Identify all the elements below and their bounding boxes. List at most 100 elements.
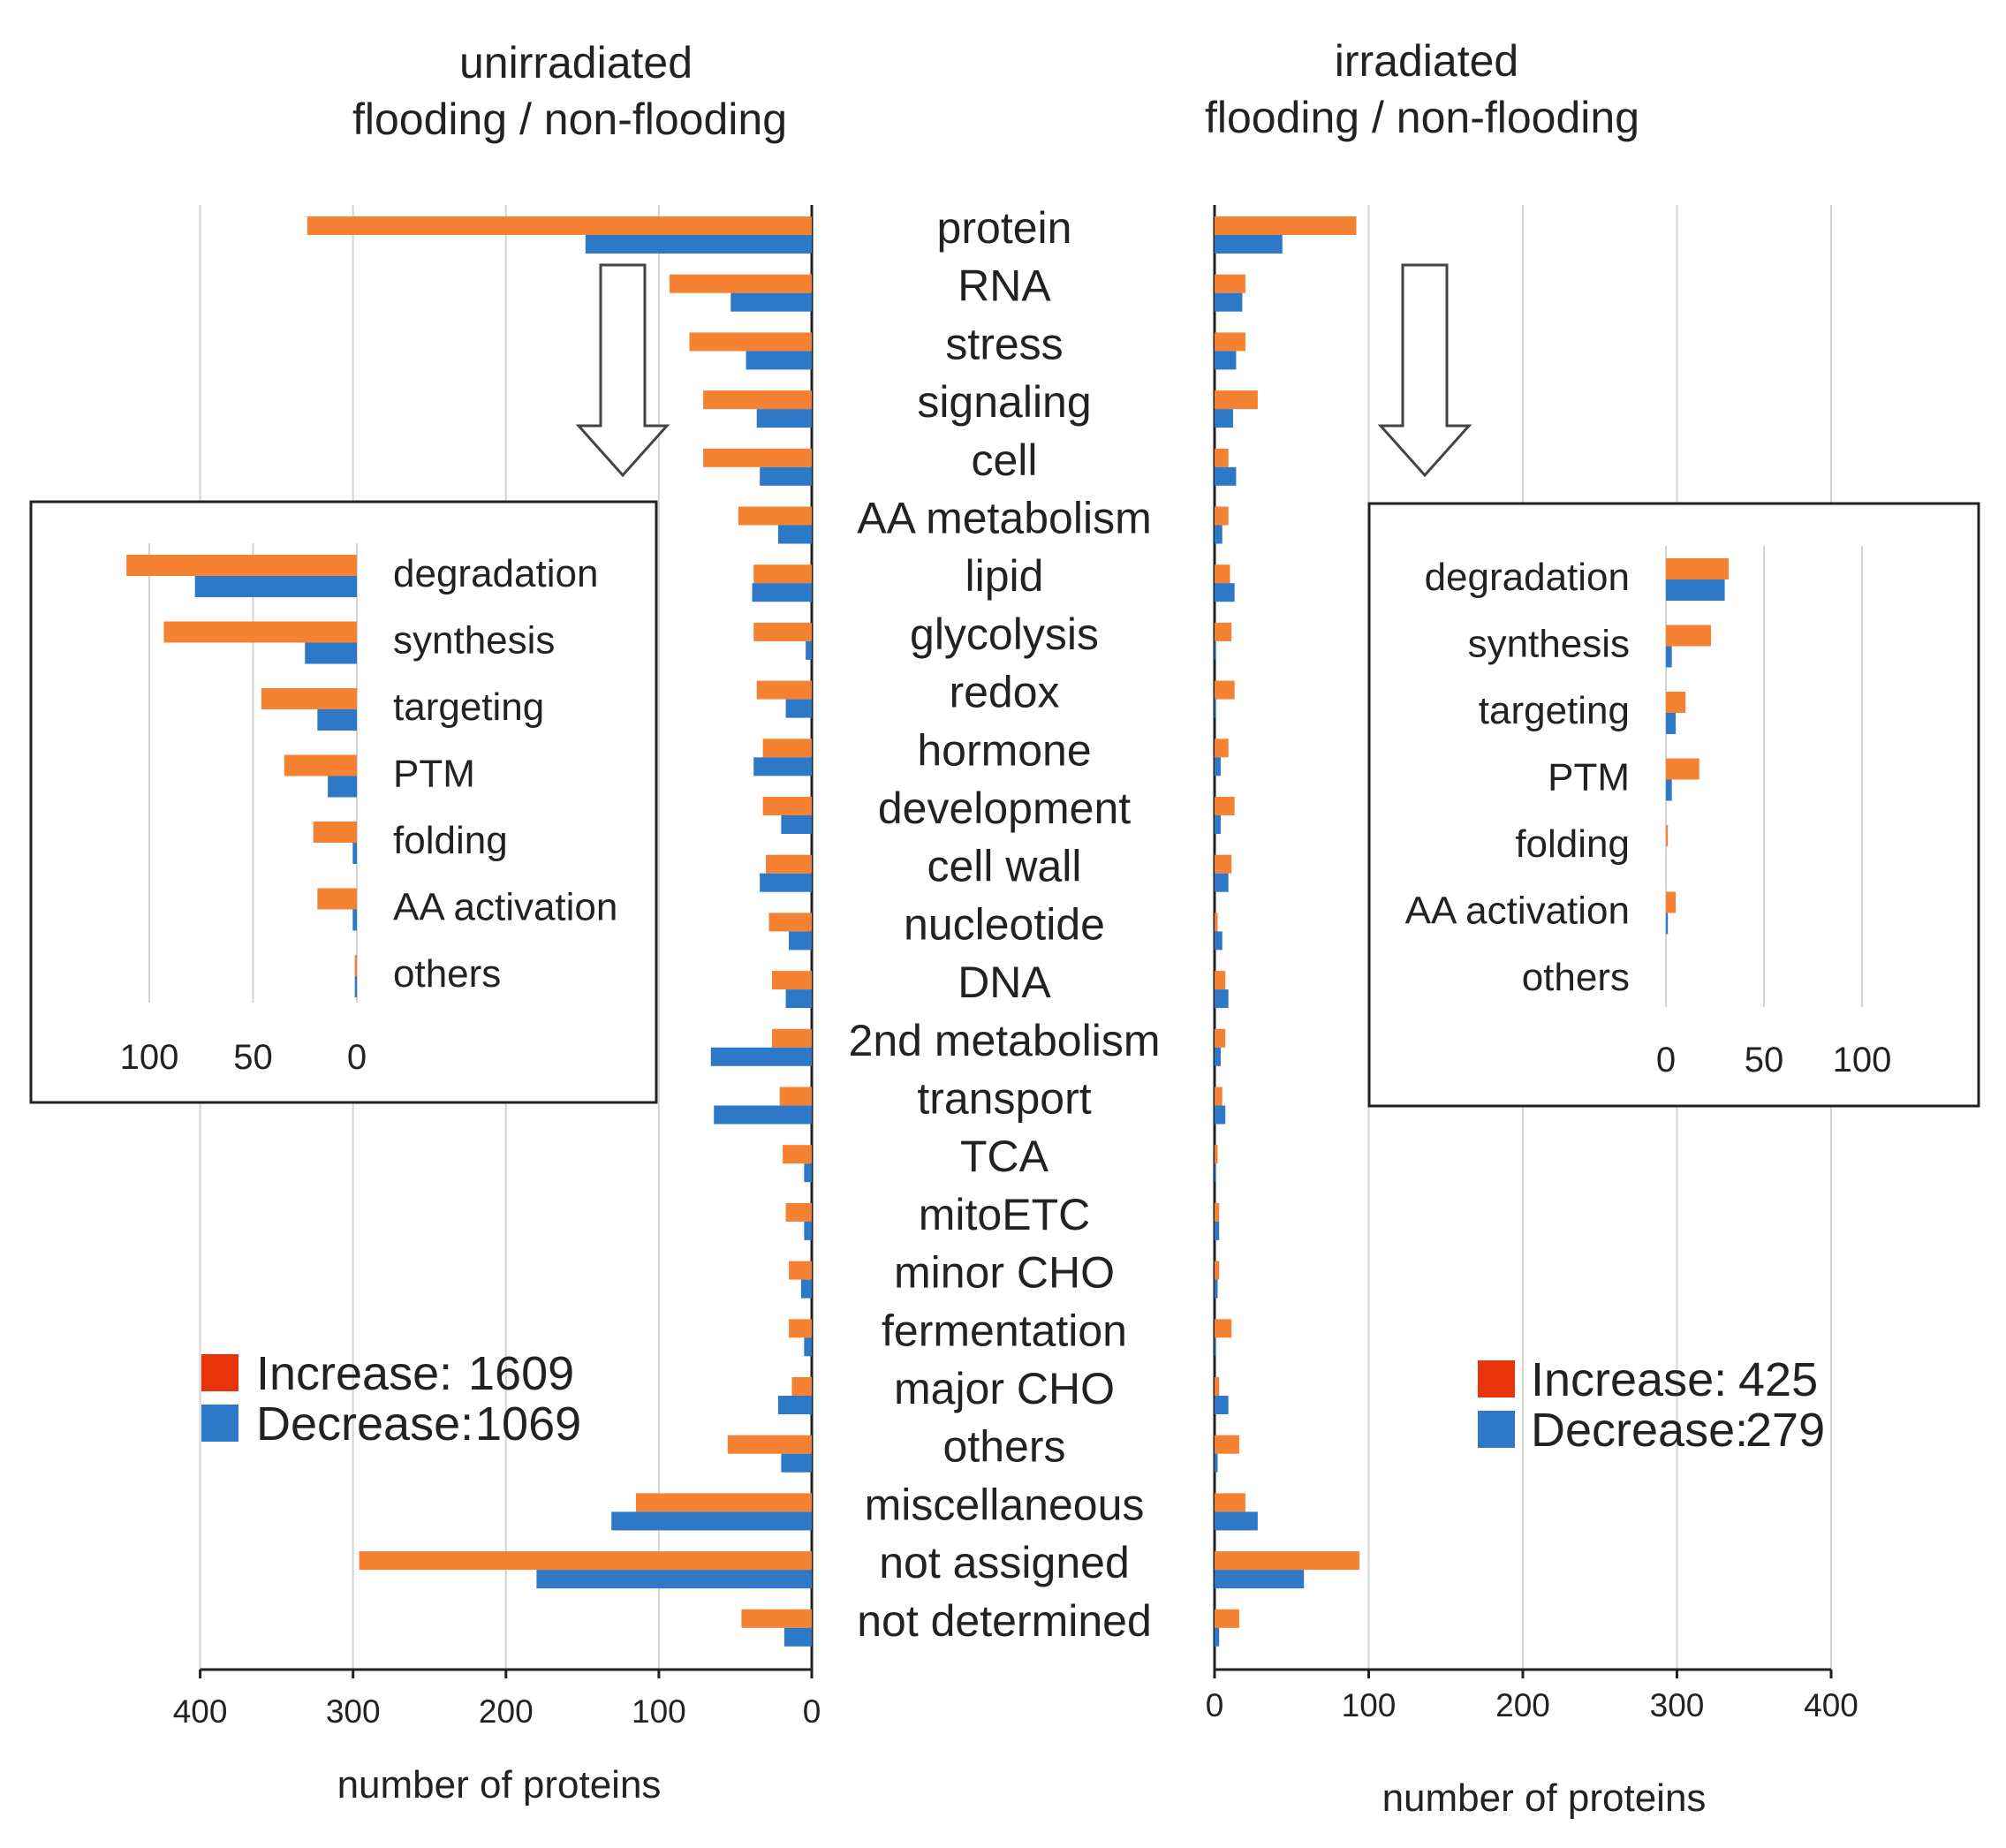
- right-bar-increase: [1215, 1087, 1223, 1106]
- left-bar-increase: [791, 1377, 812, 1396]
- left-inset-category-label: PTM: [393, 753, 475, 796]
- left-bar-decrease: [806, 640, 812, 660]
- right-inset-bar-decrease: [1666, 579, 1725, 601]
- category-label: hormone: [917, 725, 1091, 775]
- right-bar-increase: [1215, 448, 1229, 467]
- left-title-line2: flooding / non-flooding: [352, 95, 787, 144]
- left-bar-decrease: [714, 1105, 812, 1125]
- right-bar-decrease: [1215, 525, 1223, 544]
- right-bar-decrease: [1215, 1221, 1220, 1240]
- right-inset-tick-label: 50: [1745, 1041, 1784, 1079]
- left-inset-category-label: degradation: [393, 552, 598, 595]
- left-bar-increase: [689, 332, 812, 352]
- left-x-tick-label: 200: [479, 1693, 534, 1730]
- right-x-tick-label: 400: [1804, 1687, 1858, 1723]
- left-bar-decrease: [800, 1279, 812, 1299]
- left-bar-decrease: [789, 931, 812, 951]
- category-label: transport: [917, 1074, 1091, 1124]
- right-inset-bar-increase: [1666, 625, 1712, 647]
- category-label: others: [943, 1422, 1066, 1472]
- right-bar-decrease: [1215, 466, 1237, 486]
- right-bar-increase: [1215, 1202, 1220, 1222]
- category-label: nucleotide: [904, 899, 1105, 949]
- left-bar-increase: [771, 1028, 812, 1048]
- right-bar-increase: [1215, 1609, 1239, 1628]
- right-bar-decrease: [1215, 292, 1243, 312]
- left-inset-bar-decrease: [354, 976, 357, 997]
- left-bar-increase: [785, 1202, 812, 1222]
- left-inset-box: [29, 500, 658, 1104]
- right-title-line1: irradiated: [1335, 36, 1518, 86]
- left-inset-bar-increase: [313, 822, 357, 843]
- right-legend-decrease-label: Decrease:: [1531, 1404, 1748, 1457]
- right-legend-increase-swatch: [1478, 1360, 1515, 1397]
- left-inset-bar-increase: [261, 688, 357, 709]
- right-inset-category-label: PTM: [1548, 756, 1630, 799]
- left-bar-increase: [738, 506, 812, 526]
- category-label: DNA: [958, 958, 1051, 1007]
- left-bar-decrease: [611, 1511, 812, 1531]
- category-label: not assigned: [879, 1538, 1130, 1587]
- left-bar-decrease: [536, 1570, 812, 1589]
- left-bar-increase: [753, 622, 812, 641]
- left-bar-increase: [703, 448, 812, 467]
- right-bar-increase: [1215, 680, 1235, 700]
- left-inset-bar-decrease: [305, 642, 357, 664]
- left-x-tick-label: 100: [632, 1693, 686, 1730]
- left-bar-increase: [762, 797, 812, 815]
- left-inset-bar-increase: [317, 888, 357, 910]
- left-inset-category-label: synthesis: [393, 619, 555, 663]
- left-bar-decrease: [752, 583, 812, 602]
- right-inset-category-label: others: [1522, 956, 1630, 999]
- left-down-arrow-icon: [575, 263, 670, 478]
- left-bar-increase: [670, 274, 812, 293]
- right-bar-increase: [1215, 1028, 1226, 1048]
- left-bar-increase: [783, 1145, 812, 1164]
- left-inset-tick-label: 50: [233, 1038, 273, 1077]
- left-bar-decrease: [730, 292, 812, 312]
- left-bar-increase: [635, 1493, 812, 1512]
- left-legend-increase-total: 1609: [468, 1347, 574, 1400]
- right-legend-decrease-swatch: [1478, 1411, 1515, 1448]
- left-inset-bar-decrease: [194, 576, 357, 597]
- left-inset-bar-decrease: [352, 909, 357, 931]
- category-label: stress: [945, 319, 1063, 368]
- left-bar-increase: [766, 854, 812, 874]
- category-label: mitoETC: [919, 1190, 1090, 1239]
- right-inset-bar-increase: [1666, 825, 1669, 846]
- right-bar-decrease: [1215, 1453, 1218, 1473]
- category-label: AA metabolism: [857, 494, 1151, 543]
- left-inset-bar-increase: [126, 555, 357, 576]
- left-x-axis-label: number of proteins: [337, 1763, 662, 1806]
- left-bar-decrease: [804, 1163, 812, 1183]
- right-bar-increase: [1215, 1493, 1245, 1512]
- left-bar-decrease: [781, 815, 812, 834]
- right-bar-decrease: [1215, 235, 1283, 254]
- right-bar-increase: [1215, 854, 1232, 874]
- left-bar-decrease: [804, 1221, 812, 1240]
- category-label: protein: [937, 203, 1072, 253]
- text-layer: 400 300 200 100 0 0 100 200 300 400 protein RNA stre…: [173, 203, 1858, 1730]
- left-x-tick-label: 400: [173, 1693, 228, 1730]
- left-bar-increase: [359, 1551, 812, 1571]
- left-legend-decrease-total: 1069: [475, 1397, 581, 1450]
- right-x-tick-label: 200: [1495, 1687, 1550, 1723]
- right-bar-increase: [1215, 332, 1245, 352]
- left-bar-decrease: [785, 699, 812, 718]
- right-inset-tick-label: 100: [1833, 1041, 1892, 1079]
- left-title-line1: unirradiated: [459, 38, 693, 87]
- left-bar-increase: [762, 738, 812, 758]
- right-bar-decrease: [1215, 583, 1235, 602]
- left-bar-increase: [779, 1087, 812, 1106]
- left-bar-decrease: [585, 235, 812, 254]
- category-label: glycolysis: [910, 610, 1099, 659]
- category-label: development: [878, 784, 1131, 833]
- right-bar-decrease: [1215, 1570, 1305, 1589]
- right-bar-increase: [1215, 1319, 1232, 1338]
- left-inset-bar-decrease: [328, 776, 357, 798]
- category-label: lipid: [965, 551, 1044, 601]
- left-bar-increase: [727, 1435, 812, 1454]
- right-bar-increase: [1215, 216, 1357, 235]
- right-inset-bar-decrease: [1666, 713, 1677, 734]
